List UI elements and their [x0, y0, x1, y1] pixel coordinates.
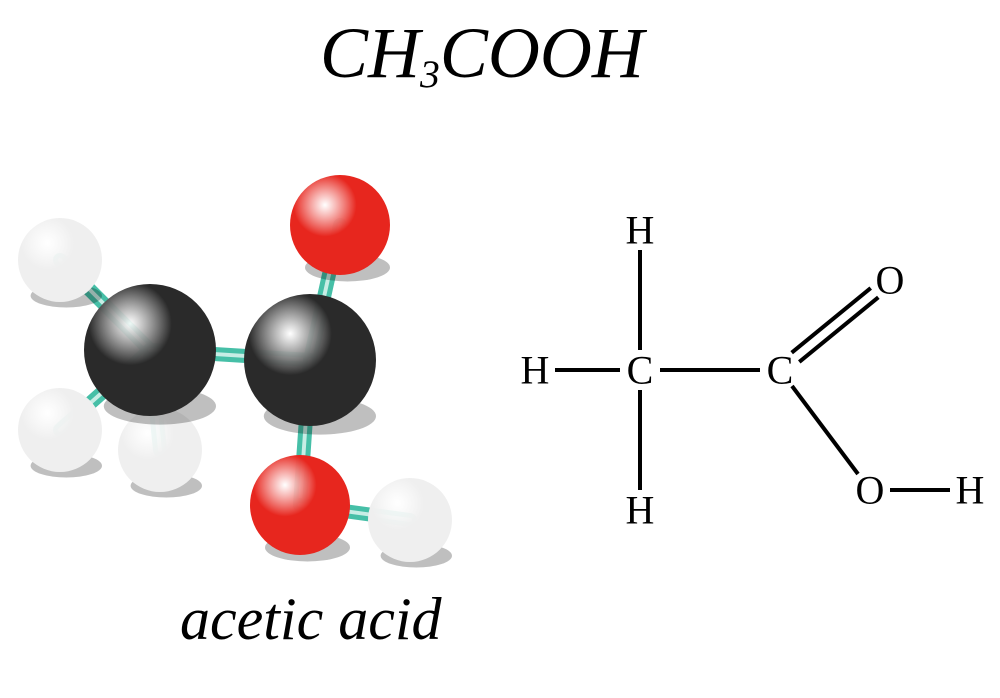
atom-label-c: C	[627, 348, 654, 393]
atom-label-h: H	[626, 488, 655, 533]
atom-label-c: C	[767, 348, 794, 393]
atom-label-o: O	[876, 258, 905, 303]
bond-double	[799, 297, 878, 362]
atom-label-h: H	[956, 468, 985, 513]
atom-label-h: H	[521, 348, 550, 393]
atom-label-h: H	[626, 208, 655, 253]
bond-single	[792, 386, 858, 474]
structural-formula: H H C H C O O H	[0, 0, 1000, 698]
atom-label-o: O	[856, 468, 885, 513]
diagram-stage: CH3COOH acetic acid HHCHCOOH	[0, 0, 1000, 698]
